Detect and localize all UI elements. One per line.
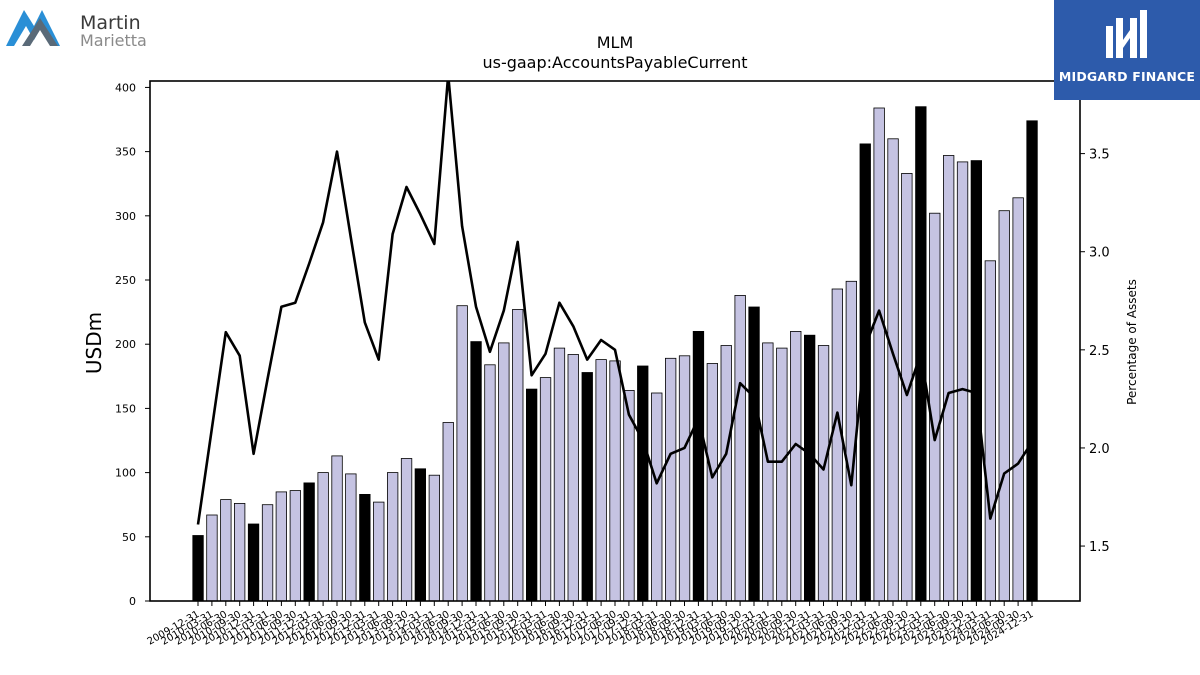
line-layer bbox=[196, 81, 1034, 525]
bar-2023-03-31 bbox=[929, 212, 941, 602]
y2-tick-label: 1.5 bbox=[1089, 540, 1110, 555]
bar-2023-06-30 bbox=[943, 155, 955, 602]
logo-line-2: Marietta bbox=[80, 31, 147, 50]
y2-tick-label: 2.0 bbox=[1089, 442, 1110, 457]
bar-2023-09-30 bbox=[956, 161, 969, 602]
logo-line-1: Martin bbox=[80, 12, 141, 34]
bar-2018-03-31 bbox=[651, 392, 663, 602]
y-tick-label: 250 bbox=[115, 274, 136, 287]
bar-2013-06-30 bbox=[386, 472, 399, 602]
bar-2015-03-31 bbox=[484, 364, 496, 602]
midgard-finance-logo: MIDGARD FINANCE bbox=[1054, 0, 1200, 100]
bar-2019-12-31 bbox=[748, 306, 760, 602]
bar-2013-12-31 bbox=[414, 468, 427, 602]
bar-2020-03-31 bbox=[762, 342, 774, 602]
bar-2013-03-31 bbox=[373, 501, 385, 602]
y2-tick-label: 2.5 bbox=[1089, 344, 1110, 359]
bar-2011-12-31 bbox=[303, 482, 315, 602]
bar-2010-09-30 bbox=[233, 502, 246, 602]
bar-2012-09-30 bbox=[345, 473, 357, 602]
bar-2016-03-31 bbox=[539, 377, 552, 602]
bar-2012-03-31 bbox=[317, 472, 329, 602]
y-tick-label: 50 bbox=[122, 531, 136, 544]
bar-2014-03-31 bbox=[428, 474, 441, 602]
bar-2021-03-31 bbox=[817, 345, 830, 602]
bar-2011-06-30 bbox=[275, 491, 288, 602]
midgard-mark-icon bbox=[1106, 10, 1147, 58]
bar-2024-09-30 bbox=[1012, 197, 1024, 602]
y-tick-label: 0 bbox=[129, 595, 136, 608]
bars-group bbox=[192, 106, 1038, 602]
y-tick-label: 150 bbox=[115, 402, 136, 415]
bar-2017-06-30 bbox=[609, 360, 621, 602]
bar-2010-12-31 bbox=[247, 523, 260, 602]
bar-2014-06-30 bbox=[442, 422, 454, 602]
bar-2012-12-31 bbox=[359, 493, 371, 602]
y-tick-label: 400 bbox=[115, 81, 136, 94]
bar-2014-12-31 bbox=[470, 341, 482, 602]
percentage-line bbox=[196, 81, 1034, 525]
bar-2017-03-31 bbox=[595, 359, 607, 602]
y-tick-label: 200 bbox=[115, 338, 136, 351]
martin-marietta-mark-icon bbox=[6, 10, 60, 46]
bar-2020-06-30 bbox=[776, 347, 788, 602]
bar-2011-09-30 bbox=[289, 490, 302, 602]
y2-tick-label: 3.5 bbox=[1089, 148, 1110, 163]
bar-2009-12-31 bbox=[192, 535, 204, 602]
bar-2023-12-31 bbox=[970, 160, 982, 602]
bar-2016-06-30 bbox=[553, 347, 566, 602]
bar-2018-09-30 bbox=[678, 355, 691, 602]
bar-2020-12-31 bbox=[804, 334, 816, 602]
bar-2010-03-31 bbox=[206, 514, 218, 602]
bar-2024-03-31 bbox=[984, 260, 996, 602]
bar-2018-12-31 bbox=[692, 330, 705, 602]
bar-2011-03-31 bbox=[261, 504, 274, 602]
bar-2012-06-30 bbox=[331, 455, 343, 602]
bar-2013-09-30 bbox=[400, 458, 413, 602]
bar-2017-12-31 bbox=[637, 365, 649, 602]
bar-2015-06-30 bbox=[498, 342, 510, 602]
bar-2024-06-30 bbox=[998, 210, 1010, 602]
y-tick-label: 300 bbox=[115, 210, 136, 223]
bar-2015-12-31 bbox=[526, 388, 538, 602]
midgard-logo-text: MIDGARD FINANCE bbox=[1058, 69, 1196, 84]
y-axis-label: USDm bbox=[82, 312, 106, 374]
bar-2019-09-30 bbox=[734, 294, 746, 602]
chart-subtitle: us-gaap:AccountsPayableCurrent bbox=[482, 53, 747, 72]
y-tick-label: 100 bbox=[115, 467, 136, 480]
bar-2016-12-31 bbox=[581, 372, 593, 602]
chart-title: MLM bbox=[597, 33, 634, 52]
bar-2022-06-30 bbox=[887, 138, 899, 602]
bar-2021-06-30 bbox=[831, 288, 843, 602]
bar-2019-03-31 bbox=[706, 363, 718, 602]
bar-2022-03-31 bbox=[873, 107, 885, 602]
bar-2016-09-30 bbox=[567, 354, 579, 602]
martin-marietta-logo: Martin Marietta bbox=[4, 4, 164, 50]
bar-2014-09-30 bbox=[456, 305, 468, 602]
bar-2015-09-30 bbox=[512, 309, 524, 602]
bar-2010-06-30 bbox=[220, 499, 232, 602]
bar-2024-12-31 bbox=[1026, 120, 1038, 602]
axes-group: 0501001502002503003504001.52.02.53.03.52… bbox=[115, 80, 1110, 648]
y-tick-label: 350 bbox=[115, 146, 136, 159]
y2-axis-label: Percentage of Assets bbox=[1125, 279, 1139, 405]
y2-tick-label: 3.0 bbox=[1089, 246, 1110, 261]
bar-2018-06-30 bbox=[665, 357, 677, 602]
bar-2019-06-30 bbox=[720, 345, 732, 602]
bar-2020-09-30 bbox=[790, 330, 802, 602]
